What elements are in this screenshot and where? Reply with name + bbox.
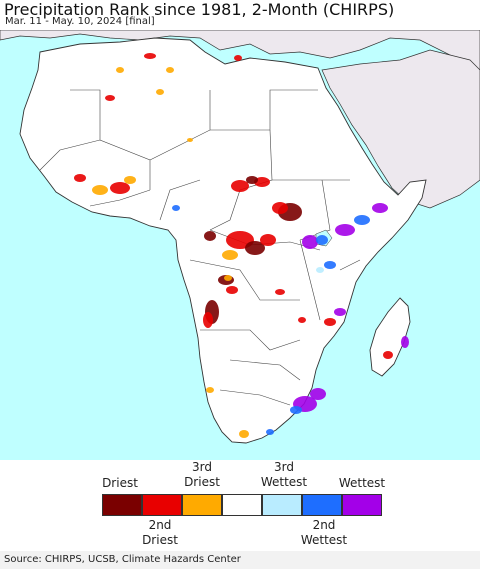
- legend-swatch-driest: [102, 494, 142, 516]
- precip-patch: [105, 95, 115, 101]
- legend-swatch-3rd-driest: [182, 494, 222, 516]
- precip-patch: [92, 185, 108, 195]
- precip-patch: [172, 205, 180, 211]
- precip-patch: [224, 275, 232, 281]
- precip-patch: [310, 388, 326, 400]
- precip-patch: [383, 351, 393, 359]
- precip-patches: [74, 53, 409, 438]
- precip-patch: [245, 241, 265, 255]
- map-subtitle: Mar. 11 - May. 10, 2024 [final]: [5, 16, 155, 27]
- legend-label-2nd-wettest: 2nd Wettest: [300, 518, 348, 547]
- precip-patch: [231, 180, 249, 192]
- arabia-land: [321, 49, 480, 209]
- legend-label-wettest: Wettest: [338, 476, 386, 490]
- map-title: Precipitation Rank since 1981, 2-Month (…: [4, 0, 395, 19]
- europe-land: [0, 30, 480, 71]
- precip-patch: [372, 203, 388, 213]
- precip-patch: [260, 234, 276, 246]
- precip-patch: [302, 235, 318, 249]
- precip-patch: [239, 430, 249, 438]
- precip-patch: [335, 224, 355, 236]
- precip-patch: [324, 318, 336, 326]
- precip-patch: [203, 312, 213, 328]
- legend-swatch-2nd-driest: [142, 494, 182, 516]
- madagascar: [369, 297, 411, 377]
- precip-patch: [266, 429, 274, 435]
- legend-label-3rd-wettest: 3rd Wettest: [260, 460, 308, 489]
- precip-patch: [204, 231, 216, 241]
- precip-patch: [254, 177, 270, 187]
- legend-swatch-3rd-wettest: [262, 494, 302, 516]
- precip-patch: [298, 317, 306, 323]
- precip-patch: [144, 53, 156, 59]
- legend-swatch-wettest: [342, 494, 382, 516]
- precip-patch: [124, 176, 136, 184]
- precip-patch: [156, 89, 164, 95]
- precip-patch: [290, 406, 302, 414]
- precip-patch: [187, 138, 193, 142]
- precip-patch: [74, 174, 86, 182]
- precip-patch: [226, 286, 238, 294]
- precip-patch: [110, 182, 130, 194]
- legend-label-2nd-driest: 2nd Driest: [142, 518, 178, 547]
- africa-land: [19, 37, 427, 444]
- precip-patch: [316, 235, 328, 245]
- precip-patch: [324, 261, 336, 269]
- precip-patch: [206, 387, 214, 393]
- precip-patch: [354, 215, 370, 225]
- precip-patch: [234, 55, 242, 61]
- legend-swatch-2nd-wettest: [302, 494, 342, 516]
- precip-patch: [272, 202, 288, 214]
- precip-patch: [275, 289, 285, 295]
- precip-patch: [116, 67, 124, 73]
- precip-patch: [246, 176, 258, 184]
- precip-patch: [166, 67, 174, 73]
- precip-patch: [401, 336, 409, 348]
- country-borders: [39, 89, 361, 406]
- legend-swatch-normal: [222, 494, 262, 516]
- africa-precip-map: [0, 30, 480, 460]
- precip-patch: [316, 267, 324, 273]
- precip-patch: [222, 250, 238, 260]
- legend-label-driest: Driest: [102, 476, 138, 490]
- precip-patch: [334, 308, 346, 316]
- legend-label-3rd-driest: 3rd Driest: [184, 460, 220, 489]
- source-credit: Source: CHIRPS, UCSB, Climate Hazards Ce…: [0, 551, 480, 569]
